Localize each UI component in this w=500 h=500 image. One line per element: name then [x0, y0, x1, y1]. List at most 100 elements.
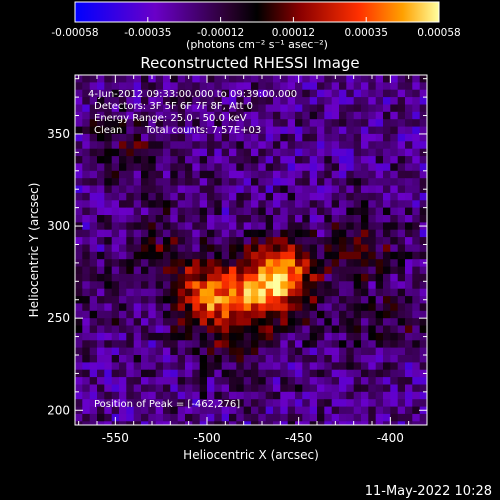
image-pixel: [141, 362, 149, 371]
image-pixel: [170, 141, 179, 150]
image-pixel: [148, 318, 157, 327]
image-pixel: [243, 340, 252, 349]
image-pixel: [163, 237, 171, 246]
image-pixel: [104, 384, 113, 393]
image-pixel: [119, 325, 127, 334]
image-pixel: [265, 288, 274, 297]
image-pixel: [177, 391, 186, 400]
image-pixel: [324, 406, 333, 415]
image-pixel: [192, 89, 201, 98]
image-pixel: [141, 332, 149, 341]
image-pixel: [177, 281, 186, 290]
image-pixel: [324, 222, 333, 231]
image-pixel: [375, 192, 384, 201]
image-pixel: [302, 332, 311, 341]
image-pixel: [295, 148, 303, 157]
detectors-label: Detectors: 3F 5F 6F 7F 8F, Att 0: [94, 101, 253, 112]
image-pixel: [155, 192, 164, 201]
image-pixel: [104, 406, 113, 415]
image-pixel: [141, 244, 149, 253]
image-pixel: [89, 133, 98, 142]
image-pixel: [170, 296, 179, 305]
image-pixel: [89, 281, 98, 290]
image-pixel: [324, 185, 333, 194]
image-pixel: [214, 141, 223, 150]
image-pixel: [258, 332, 267, 341]
image-pixel: [383, 325, 391, 334]
image-pixel: [346, 362, 355, 371]
image-pixel: [207, 347, 215, 356]
image-pixel: [419, 89, 427, 98]
image-pixel: [221, 178, 230, 187]
image-pixel: [280, 82, 289, 91]
image-pixel: [119, 170, 127, 179]
image-pixel: [89, 288, 98, 297]
image-pixel: [192, 273, 201, 282]
image-pixel: [405, 369, 413, 378]
image-pixel: [383, 156, 391, 165]
image-pixel: [236, 273, 245, 282]
image-pixel: [75, 141, 83, 150]
image-pixel: [368, 185, 377, 194]
image-pixel: [273, 340, 281, 349]
image-pixel: [82, 325, 91, 334]
image-pixel: [265, 163, 274, 172]
image-pixel: [383, 229, 391, 238]
image-pixel: [346, 133, 355, 142]
image-pixel: [177, 200, 186, 209]
image-pixel: [155, 148, 164, 157]
image-pixel: [295, 406, 303, 415]
image-pixel: [346, 237, 355, 246]
image-pixel: [419, 310, 427, 319]
image-pixel: [89, 406, 98, 415]
image-pixel: [280, 391, 289, 400]
image-pixel: [265, 406, 274, 415]
image-pixel: [287, 163, 296, 172]
image-pixel: [141, 229, 149, 238]
image-pixel: [170, 399, 179, 408]
image-pixel: [170, 229, 179, 238]
image-pixel: [170, 384, 179, 393]
image-pixel: [192, 399, 201, 408]
image-pixel: [353, 369, 362, 378]
image-pixel: [397, 75, 406, 83]
image-pixel: [317, 251, 325, 260]
image-pixel: [295, 310, 303, 319]
image-pixel: [236, 170, 245, 179]
image-pixel: [229, 377, 237, 386]
image-pixel: [111, 119, 120, 128]
image-pixel: [383, 296, 391, 305]
image-pixel: [97, 303, 105, 312]
image-pixel: [295, 126, 303, 135]
image-pixel: [331, 377, 340, 386]
image-pixel: [309, 133, 318, 142]
image-pixel: [155, 413, 164, 422]
image-pixel: [141, 222, 149, 231]
image-pixel: [163, 229, 171, 238]
image-pixel: [243, 303, 252, 312]
image-pixel: [419, 141, 427, 150]
image-pixel: [111, 303, 120, 312]
image-pixel: [141, 391, 149, 400]
image-pixel: [295, 251, 303, 260]
image-pixel: [317, 104, 325, 113]
image-pixel: [273, 178, 281, 187]
image-pixel: [405, 82, 413, 91]
image-pixel: [317, 119, 325, 128]
image-pixel: [170, 310, 179, 319]
image-pixel: [243, 325, 252, 334]
image-pixel: [207, 82, 215, 91]
image-pixel: [258, 288, 267, 297]
image-pixel: [397, 406, 406, 415]
image-pixel: [346, 310, 355, 319]
image-pixel: [104, 178, 113, 187]
image-pixel: [361, 104, 369, 113]
image-pixel: [163, 303, 171, 312]
image-pixel: [141, 163, 149, 172]
image-pixel: [361, 259, 369, 268]
image-pixel: [419, 399, 427, 408]
image-pixel: [287, 126, 296, 135]
image-pixel: [236, 310, 245, 319]
image-pixel: [236, 237, 245, 246]
image-pixel: [119, 259, 127, 268]
